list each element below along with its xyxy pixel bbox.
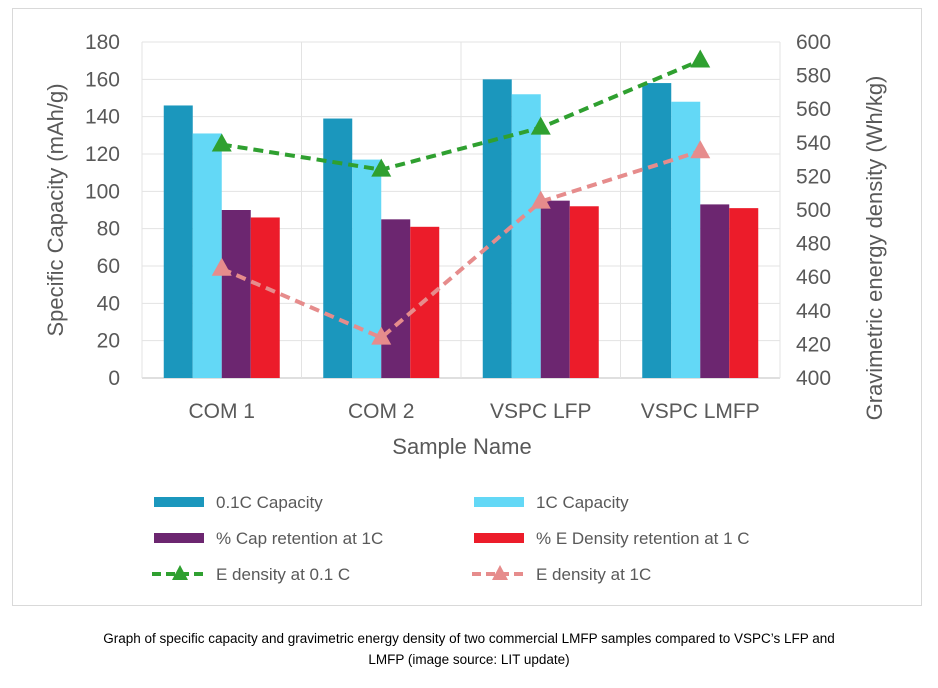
figure-caption: Graph of specific capacity and gravimetr… [0,628,938,670]
bar [221,210,251,378]
y2-tick-label: 600 [796,31,831,54]
y2-tick-label: 580 [796,65,831,88]
y-tick-label: 160 [85,68,120,91]
legend-swatch-bar [154,533,204,543]
line-point-triangle [371,326,392,345]
bar [511,94,541,379]
legend-label: E density at 0.1 C [216,565,350,584]
x-tick-label: VSPC LMFP [641,400,760,423]
legend-label: % E Density retention at 1 C [536,529,750,548]
y-tick-label: 180 [85,31,120,54]
x-tick-label: VSPC LFP [490,400,592,423]
bar [192,133,222,378]
legend: 0.1C Capacity 1C Capacity % Cap retention … [152,493,750,584]
legend-swatch-bar [474,533,524,543]
bar [642,83,672,379]
y2-tick-label: 440 [796,300,831,323]
legend-swatch-marker [492,565,508,580]
line-point-triangle [371,158,392,177]
tick-labels: 0 20 40 60 80 100 120 140 160 180 400 420 440 460 480 5… [85,31,831,423]
y2-tick-label: 460 [796,266,831,289]
caption-line-1: Graph of specific capacity and gravimetr… [103,631,835,646]
x-tick-label: COM 1 [188,400,255,423]
y2-tick-label: 420 [796,333,831,356]
legend-swatch-bar [154,497,204,507]
chart-svg: 0 20 40 60 80 100 120 140 160 180 400 420 440 460 480 5… [43,31,887,584]
line-point-triangle [690,140,711,159]
bar [671,101,701,378]
line-point-triangle [211,133,232,152]
bar [323,118,353,379]
y2-tick-label: 560 [796,98,831,121]
caption-line-2: LMFP (image source: LIT update) [368,652,570,667]
y2-axis-title: Gravimetric energy density (Wh/kg) [862,76,887,421]
bar [569,206,599,378]
bar [352,159,382,378]
y-tick-label: 60 [97,255,120,278]
legend-label: 0.1C Capacity [216,493,323,512]
line-point-triangle [690,49,711,68]
legend-label: % Cap retention at 1C [216,529,383,548]
bar [700,204,730,378]
y2-tick-label: 400 [796,367,831,390]
y-tick-label: 120 [85,143,120,166]
y2-tick-label: 540 [796,132,831,155]
legend-label: 1C Capacity [536,493,629,512]
legend-swatch-marker [172,565,188,580]
legend-label: E density at 1C [536,565,651,584]
bar [163,105,193,378]
y2-tick-label: 500 [796,199,831,222]
y-axis-title: Specific Capacity (mAh/g) [43,83,68,336]
y-tick-label: 140 [85,106,120,129]
line-point-triangle [530,190,551,209]
series-line [221,58,702,172]
bar [729,208,759,378]
bar [381,219,411,378]
y-tick-label: 20 [97,330,120,353]
line-point-triangle [211,257,232,276]
y2-tick-label: 480 [796,233,831,256]
y-tick-label: 0 [108,367,120,390]
x-axis-title: Sample Name [392,434,531,459]
bars [163,79,759,379]
y-tick-label: 40 [97,292,120,315]
x-tick-label: COM 2 [348,400,415,423]
y-tick-label: 80 [97,218,120,241]
energy-density-lines [211,49,711,345]
legend-swatch-bar [474,497,524,507]
bar [250,217,280,378]
y2-tick-label: 520 [796,165,831,188]
bar [540,200,570,378]
y-tick-label: 100 [85,180,120,203]
series-line [220,149,701,341]
line-point-triangle [530,116,551,135]
